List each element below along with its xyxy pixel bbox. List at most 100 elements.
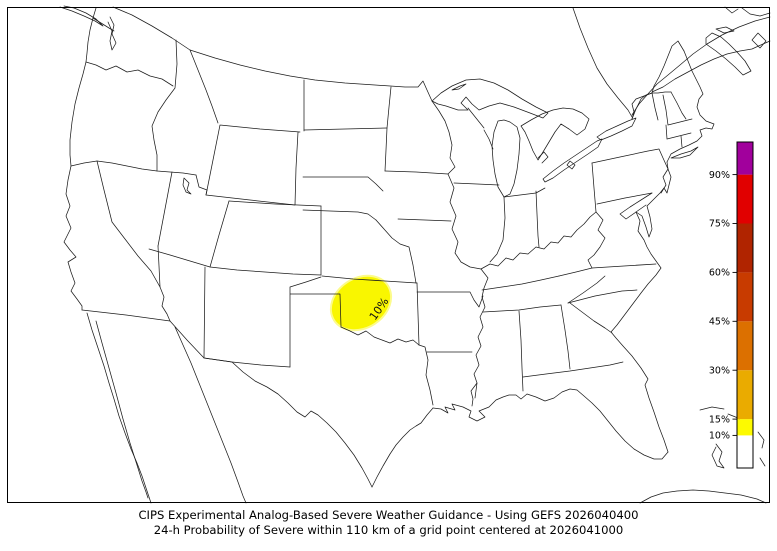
state-border-path	[560, 304, 571, 370]
ohio-river-path	[480, 211, 597, 270]
state-border-path	[195, 174, 208, 196]
lake-erie-path	[542, 138, 603, 183]
state-border-path	[591, 148, 669, 170]
figure-caption: CIPS Experimental Analog-Based Severe We…	[0, 508, 777, 538]
contour-region-10	[331, 276, 391, 330]
baja-west-coast-path	[86, 312, 152, 504]
state-border-path	[503, 187, 546, 198]
caption-line-1: CIPS Experimental Analog-Based Severe We…	[138, 508, 639, 522]
mississippi-river-path	[447, 173, 482, 270]
great-salt-lake-path	[182, 177, 192, 195]
state-border-path	[189, 49, 219, 124]
pacific-coastline-path	[63, 7, 97, 311]
vancouver-island-path	[59, 5, 104, 27]
caption-line-2: 24-h Probability of Severe within 110 km…	[153, 523, 624, 537]
state-border-path	[384, 86, 392, 172]
state-border-path	[203, 266, 291, 368]
state-border-path	[522, 361, 624, 378]
state-border-path	[569, 302, 613, 334]
state-border-path	[289, 276, 342, 368]
state-border-path	[631, 91, 672, 120]
nova-scotia-path	[705, 32, 752, 76]
canada-border-path	[112, 6, 433, 102]
state-border-path	[482, 304, 562, 313]
maine-border-path	[631, 40, 685, 120]
state-border-path	[151, 39, 178, 172]
upper-peninsula-border-path	[467, 107, 485, 129]
state-border-path	[148, 248, 322, 276]
state-border-path	[587, 211, 606, 269]
ontario-quebec-border-path	[572, 7, 633, 118]
lake-huron-path	[520, 107, 590, 161]
isle-royale-path	[451, 83, 467, 91]
gulf-coastline-path	[432, 388, 669, 460]
colorbar-segment	[737, 370, 753, 420]
probability-colorbar: 90% 75% 60% 45% 30% 15% 10%	[709, 141, 754, 469]
atlantic-coastline-path	[610, 161, 672, 453]
state-border-path	[416, 282, 420, 346]
state-border-path	[481, 275, 560, 291]
state-border-path	[157, 171, 173, 247]
state-border-path	[303, 127, 388, 131]
baja-east-coast-path	[95, 320, 149, 499]
state-border-path	[567, 275, 606, 304]
lake-st-clair-path	[566, 160, 576, 170]
state-border-path	[302, 176, 384, 192]
colorbar-segment	[737, 272, 753, 322]
texas-coastline-path	[371, 407, 434, 488]
rio-grande-path	[231, 361, 373, 488]
puget-sound-path	[107, 16, 117, 51]
state-border-path	[558, 267, 593, 277]
state-border-path	[474, 382, 478, 399]
colorbar-segments	[737, 142, 753, 468]
state-border-path	[302, 209, 377, 221]
colorbar-tick-label: 60%	[709, 268, 730, 279]
lake-michigan-path	[491, 119, 521, 198]
state-border-path	[85, 61, 174, 87]
colorbar-tick-label: 30%	[709, 365, 730, 376]
mexico-border-path	[81, 309, 233, 363]
state-border-path	[416, 291, 484, 308]
map-borders	[59, 5, 771, 504]
colorbar-tick-label: 90%	[709, 170, 730, 181]
state-border-path	[567, 289, 638, 304]
state-border-path	[596, 192, 653, 205]
state-border-path	[591, 162, 597, 213]
probability-contour-region	[329, 274, 393, 332]
colorbar-segment	[737, 435, 753, 468]
colorbar-tick-label: 75%	[709, 219, 730, 230]
colorbar-segment	[737, 419, 753, 436]
state-border-path	[660, 168, 669, 194]
colorbar-segment	[737, 174, 753, 224]
lake-ontario-path	[596, 117, 637, 141]
state-border-path	[591, 263, 657, 269]
long-island-path	[670, 146, 699, 159]
state-border-path	[453, 182, 500, 186]
state-border-path	[157, 245, 161, 288]
state-border-path	[518, 310, 524, 392]
green-bay-path	[483, 129, 494, 150]
colorbar-segment	[737, 142, 753, 175]
state-border-path	[209, 200, 230, 268]
saginaw-bay-path	[537, 151, 549, 164]
state-border-path	[384, 170, 449, 175]
state-border-path	[651, 91, 693, 148]
lake-superior-path	[431, 78, 549, 119]
mississippi-river-path	[470, 268, 489, 407]
cape-breton-path	[751, 32, 767, 49]
state-border-path	[397, 218, 452, 222]
state-border-path	[489, 196, 506, 263]
red-river-path	[340, 326, 420, 346]
colorbar-tick-label: 45%	[709, 317, 730, 328]
colorbar-segment	[737, 223, 753, 273]
state-border-path	[431, 100, 456, 175]
state-border-path	[321, 275, 418, 284]
state-border-path	[535, 190, 540, 248]
gaspe-coast-path	[651, 40, 771, 93]
state-border-path	[205, 124, 301, 206]
new-england-coastline-path	[666, 50, 715, 163]
st-lawrence-path	[631, 16, 771, 116]
colorbar-segment	[737, 321, 753, 371]
